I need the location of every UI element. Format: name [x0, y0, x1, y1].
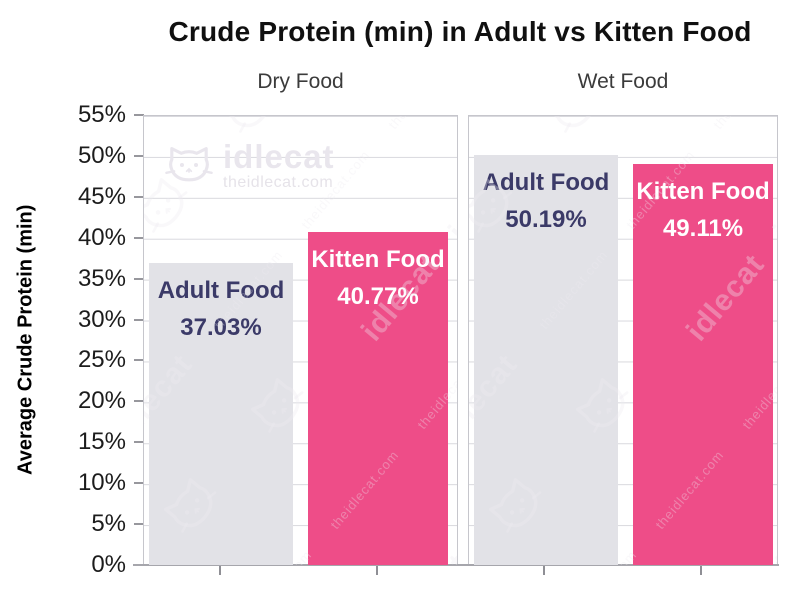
watermark-tile: theidlecat.com: [710, 116, 777, 133]
bar-value-label: 49.11%: [662, 215, 744, 243]
y-tick-mark: [134, 236, 144, 239]
bar-name-label: Adult Food: [482, 169, 610, 197]
y-tick-label: 0%: [91, 550, 126, 578]
watermark-logo: idlecat theidlecat.com: [164, 138, 335, 192]
watermark-brand: idlecat: [223, 138, 335, 175]
bar-name-label: Adult Food: [157, 276, 285, 304]
y-tick-label: 50%: [77, 141, 126, 169]
bar-value-label: 40.77%: [337, 283, 419, 311]
kitten-food-bar-wet: Kitten Food 49.11%: [633, 164, 773, 565]
y-tick-mark: [134, 400, 144, 403]
y-tick-mark: [134, 359, 144, 362]
chart-title: Crude Protein (min) in Adult vs Kitten F…: [168, 16, 752, 47]
watermark-tile: idlecat: [469, 116, 496, 148]
y-tick-label: 30%: [77, 305, 126, 333]
y-tick-mark: [134, 114, 144, 116]
dry-food-panel: idlecat theidlecat.com Adult Food 37.03%…: [143, 115, 458, 565]
y-tick-label: 35%: [77, 264, 126, 292]
y-tick-label: 15%: [77, 428, 126, 456]
y-tick-label: 20%: [77, 387, 126, 415]
watermark-domain: theidlecat.com: [223, 174, 334, 191]
y-tick-mark: [134, 441, 144, 444]
bar-name-label: Kitten Food: [311, 246, 445, 274]
y-tick-label: 55%: [77, 101, 126, 128]
y-tick-label: 10%: [77, 469, 126, 497]
bar-name-label: Kitten Food: [636, 178, 770, 206]
wet-food-panel: Adult Food 50.19% Kitten Food 49.11% idl…: [468, 115, 778, 565]
y-tick-mark: [134, 277, 144, 280]
y-tick-label: 45%: [77, 182, 126, 210]
panel-title-dry-food: Dry Food: [257, 70, 344, 93]
y-tick-mark: [134, 523, 144, 526]
y-tick-mark: [134, 482, 144, 485]
x-tick-mark: [219, 566, 221, 575]
adult-food-bar-wet: Adult Food 50.19%: [474, 155, 618, 565]
kitten-food-bar-dry: Kitten Food 40.77%: [308, 232, 448, 565]
x-axis-line: [133, 564, 779, 566]
y-tick-mark: [134, 195, 144, 198]
watermark-tile: [538, 116, 615, 147]
y-tick-label: 25%: [77, 346, 126, 374]
panel-title-wet-food: Wet Food: [577, 70, 669, 93]
adult-food-bar-dry: Adult Food 37.03%: [149, 262, 293, 565]
cat-face-icon: [164, 143, 214, 192]
y-tick-mark: [134, 318, 144, 321]
x-tick-mark: [543, 566, 545, 575]
y-tick-mark: [134, 154, 144, 157]
y-tick-label: 40%: [77, 223, 126, 251]
bar-value-label: 50.19%: [505, 206, 587, 234]
x-tick-mark: [700, 566, 702, 575]
bar-value-label: 37.03%: [180, 313, 262, 341]
x-tick-mark: [376, 566, 378, 575]
watermark-tile: theidlecat.com: [385, 116, 457, 133]
y-tick-label: 5%: [91, 510, 126, 538]
